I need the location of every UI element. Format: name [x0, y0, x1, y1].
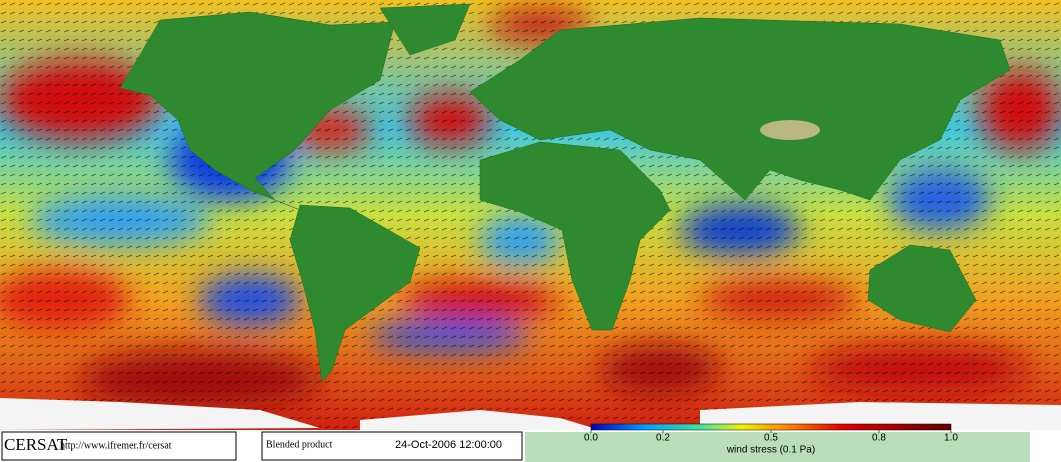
colorbar-label: wind stress (0.1 Pa): [726, 445, 815, 456]
product-box: [261, 431, 523, 461]
colorbar-tick-label: 1.0: [944, 433, 958, 444]
product: Blended product: [266, 439, 333, 450]
land: [119, 3, 1011, 383]
ice: [0, 398, 1061, 430]
date: 24-Oct-2006 12:00:00: [395, 439, 502, 451]
colorbar-tick-label: 0.8: [872, 433, 886, 444]
logo: CERSAT: [4, 435, 68, 454]
colorbar: [590, 423, 952, 431]
logo-box: [1, 431, 237, 461]
url: http://www.ifremer.fr/cersat: [60, 440, 172, 451]
colorbar-tick-label: 0.2: [656, 433, 670, 444]
land-strip: [525, 432, 1030, 462]
colorbar-tick-label: 0.0: [584, 433, 598, 444]
colorbar-tick-label: 0.5: [764, 433, 778, 444]
colorbar-ticks: 0.0 0.2 0.5 0.8 1.0: [584, 430, 958, 444]
